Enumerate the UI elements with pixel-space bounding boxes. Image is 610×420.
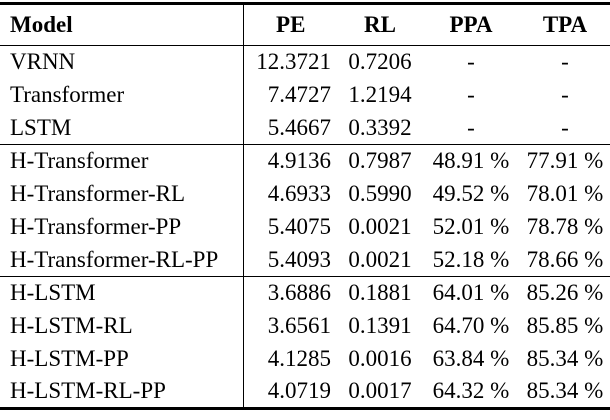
col-header-pe: PE: [276, 12, 306, 37]
model-cell: H-LSTM-PP: [0, 342, 244, 376]
pe-cell: 3.6886: [267, 280, 331, 306]
ppa-cell: 48.91 %: [432, 148, 510, 174]
rl-cell: 0.3392: [348, 114, 412, 140]
ppa-cell: 64.32 %: [432, 378, 510, 404]
model-cell: H-Transformer-RL: [0, 177, 244, 211]
pe-cell: 5.4093: [267, 246, 331, 272]
rl-cell: 0.5990: [348, 181, 412, 206]
tpa-cell: 78.01 %: [526, 181, 604, 206]
tpa-cell: 85.34 %: [526, 378, 604, 404]
rl-cell: 0.0021: [348, 214, 412, 239]
rl-cell: 0.0021: [348, 246, 412, 272]
tpa-cell: -: [561, 49, 569, 75]
pe-cell: 7.4727: [267, 82, 331, 107]
table-row: H-Transformer-RL-PP 5.4093 0.0021 52.18 …: [0, 243, 610, 277]
col-header-tpa: TPA: [542, 12, 588, 37]
table-row: H-Transformer 4.9136 0.7987 48.91 % 77.9…: [0, 144, 610, 178]
ppa-cell: -: [467, 82, 475, 107]
h-lstm-models-group: H-LSTM 3.6886 0.1881 64.01 % 85.26 % H-L…: [0, 276, 610, 409]
table-row: H-LSTM-PP 4.1285 0.0016 63.84 % 85.34 %: [0, 342, 610, 376]
model-cell: H-Transformer: [0, 144, 244, 178]
ppa-cell: 63.84 %: [432, 346, 510, 371]
table-row: LSTM 5.4667 0.3392 - -: [0, 111, 610, 145]
model-cell: H-LSTM-RL: [0, 309, 244, 343]
rl-cell: 0.1881: [348, 280, 412, 306]
model-cell: LSTM: [0, 111, 244, 145]
tpa-cell: 85.26 %: [526, 280, 604, 306]
pe-cell: 12.3721: [256, 49, 331, 75]
baseline-models-group: VRNN 12.3721 0.7206 - - Transformer 7.47…: [0, 45, 610, 145]
ppa-cell: -: [467, 49, 475, 75]
rl-cell: 0.0017: [348, 378, 412, 404]
pe-cell: 5.4667: [267, 114, 331, 140]
tpa-cell: 78.66 %: [526, 246, 604, 272]
tpa-cell: -: [561, 82, 569, 107]
ppa-cell: 52.01 %: [432, 214, 510, 239]
model-cell: H-Transformer-PP: [0, 210, 244, 244]
table-header: Model PE RL PPA TPA: [0, 3, 610, 46]
rl-cell: 0.7206: [348, 49, 412, 75]
pe-cell: 4.9136: [267, 148, 331, 174]
rl-cell: 0.1391: [348, 313, 412, 338]
table-row: H-LSTM-RL-PP 4.0719 0.0017 64.32 % 85.34…: [0, 375, 610, 409]
tpa-cell: 78.78 %: [526, 214, 604, 239]
table-row: H-Transformer-PP 5.4075 0.0021 52.01 % 7…: [0, 210, 610, 244]
pe-cell: 4.0719: [267, 378, 331, 404]
model-cell: H-Transformer-RL-PP: [0, 243, 244, 277]
tpa-cell: -: [561, 114, 569, 140]
tpa-cell: 77.91 %: [526, 148, 604, 174]
results-table: Model PE RL PPA TPA VRNN 12.3721 0.7206 …: [0, 2, 610, 410]
pe-cell: 4.1285: [267, 346, 331, 371]
table-row: VRNN 12.3721 0.7206 - -: [0, 45, 610, 79]
pe-cell: 5.4075: [267, 214, 331, 239]
model-cell: H-LSTM: [0, 276, 244, 310]
col-header-rl: RL: [364, 12, 396, 37]
rl-cell: 1.2194: [348, 82, 412, 107]
table-row: H-LSTM 3.6886 0.1881 64.01 % 85.26 %: [0, 276, 610, 310]
table-row: H-LSTM-RL 3.6561 0.1391 64.70 % 85.85 %: [0, 309, 610, 343]
col-header-ppa: PPA: [449, 12, 493, 37]
tpa-cell: 85.34 %: [526, 346, 604, 371]
table-row: Transformer 7.4727 1.2194 - -: [0, 78, 610, 112]
table-row: H-Transformer-RL 4.6933 0.5990 49.52 % 7…: [0, 177, 610, 211]
tpa-cell: 85.85 %: [526, 313, 604, 338]
col-header-model: Model: [0, 3, 244, 46]
pe-cell: 4.6933: [267, 181, 331, 206]
h-transformer-models-group: H-Transformer 4.9136 0.7987 48.91 % 77.9…: [0, 144, 610, 277]
rl-cell: 0.7987: [348, 148, 412, 174]
model-cell: Transformer: [0, 78, 244, 112]
header-row: Model PE RL PPA TPA: [0, 3, 610, 46]
ppa-cell: -: [467, 114, 475, 140]
model-cell: H-LSTM-RL-PP: [0, 375, 244, 409]
ppa-cell: 49.52 %: [432, 181, 510, 206]
ppa-cell: 64.01 %: [432, 280, 510, 306]
pe-cell: 3.6561: [267, 313, 331, 338]
rl-cell: 0.0016: [348, 346, 412, 371]
model-cell: VRNN: [0, 45, 244, 79]
ppa-cell: 52.18 %: [432, 246, 510, 272]
ppa-cell: 64.70 %: [432, 313, 510, 338]
